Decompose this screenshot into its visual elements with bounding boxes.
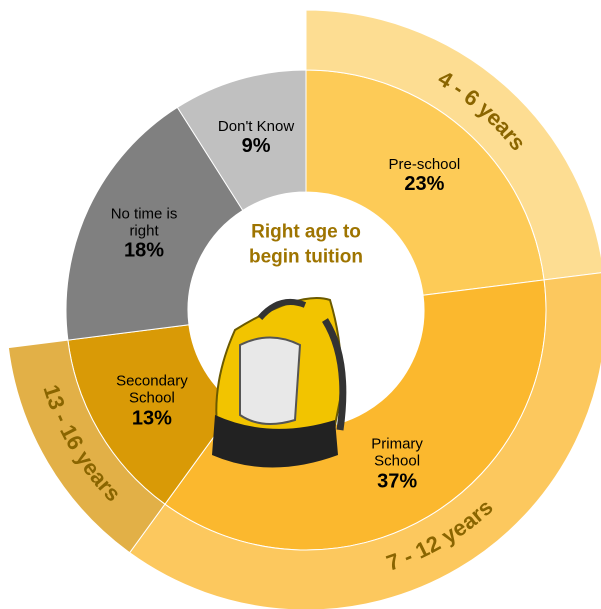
value-label: 9% [241,135,271,158]
value-label: 18% [124,239,165,262]
value-label: 37% [377,469,418,492]
age-band [128,272,601,609]
age-band [305,9,601,281]
chart-title: Right age to begin tuition [249,221,363,267]
slice [176,69,307,212]
value-label: 13% [131,406,172,429]
slice-label: Secondary School 13% [112,372,192,430]
age-band [7,339,166,554]
slice-label: Pre-school 23% [379,156,469,196]
category-label: Secondary School [116,372,188,407]
backpack [212,297,347,468]
slice [65,106,244,341]
value-label: 23% [404,172,445,195]
category-label: Pre-school [388,155,461,173]
slice-label: Don't Know 9% [206,118,306,158]
category-label: Primary School [371,435,423,470]
category-label: No time is right [110,205,178,240]
slice-label: No time is right 18% [107,205,182,263]
slice-label: Primary School 37% [357,435,437,493]
category-label: Don't Know [217,117,295,135]
